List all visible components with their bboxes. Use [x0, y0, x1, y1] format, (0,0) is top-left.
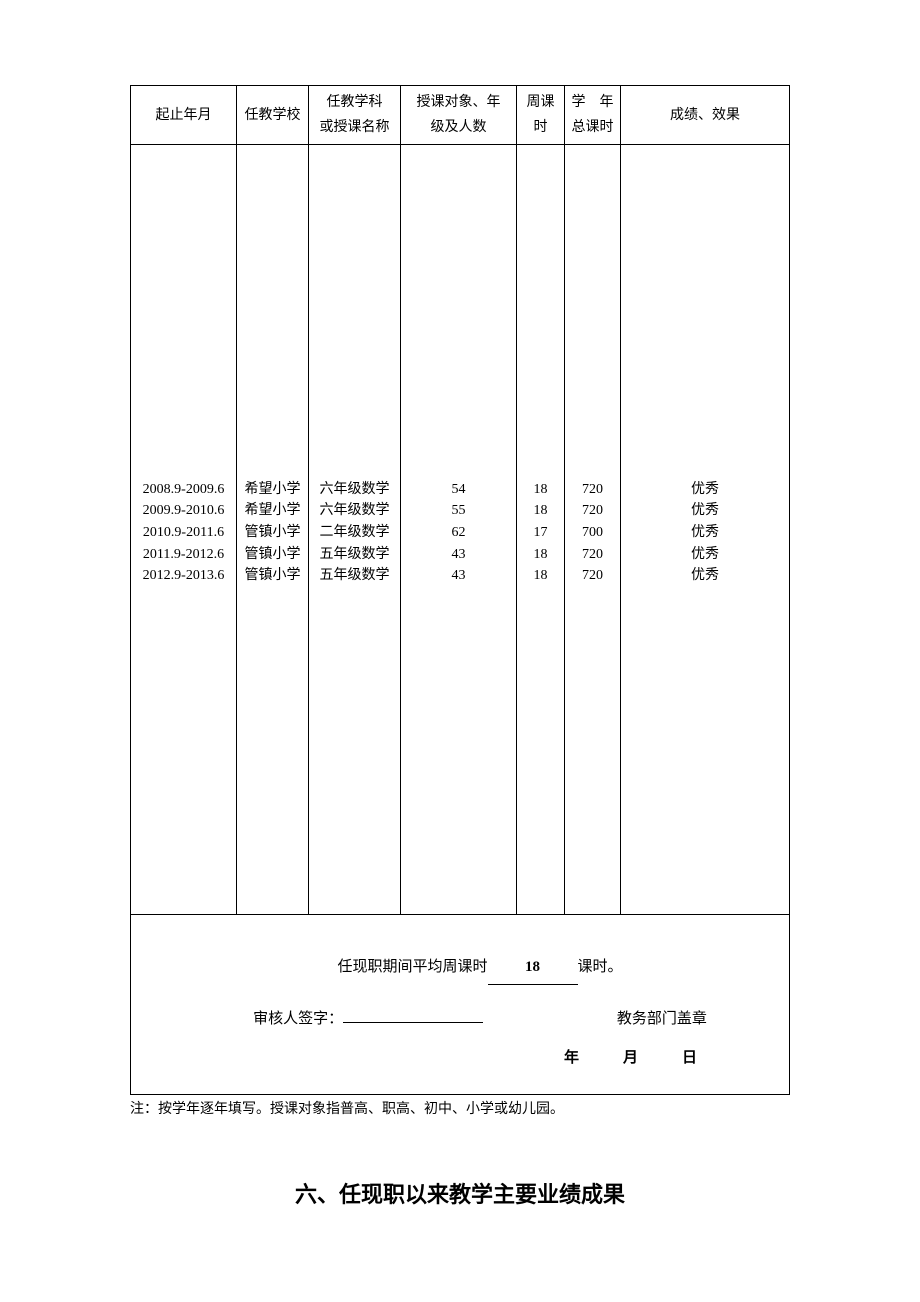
col-header-subject: 任教学科或授课名称 [309, 86, 401, 145]
col-header-target: 授课对象、年级及人数 [401, 86, 517, 145]
cell-value: 720 [567, 565, 618, 587]
data-col-date: 2008.9-2009.6 2009.9-2010.6 2010.9-2011.… [131, 145, 237, 915]
cell-value: 2012.9-2013.6 [133, 565, 234, 587]
data-col-year: 720 720 700 720 720 [565, 145, 621, 915]
data-col-subject: 六年级数学 六年级数学 二年级数学 五年级数学 五年级数学 [309, 145, 401, 915]
cell-value: 720 [567, 544, 618, 566]
cell-value: 17 [519, 522, 562, 544]
col-header-year: 学 年总课时 [565, 86, 621, 145]
cell-value: 二年级数学 [311, 522, 398, 544]
cell-value: 18 [519, 500, 562, 522]
footnote: 注：按学年逐年填写。授课对象指普高、职高、初中、小学或幼儿园。 [130, 1099, 790, 1121]
cell-value: 62 [403, 522, 514, 544]
cell-value: 五年级数学 [311, 565, 398, 587]
date-year-label: 年 [564, 1050, 579, 1066]
cell-value: 54 [403, 479, 514, 501]
data-col-school: 希望小学 希望小学 管镇小学 管镇小学 管镇小学 [237, 145, 309, 915]
section-title: 六、任现职以来教学主要业绩成果 [130, 1177, 790, 1209]
col-header-date: 起止年月 [131, 86, 237, 145]
cell-value: 希望小学 [239, 479, 306, 501]
cell-value: 700 [567, 522, 618, 544]
seal-label: 教务部门盖章 [617, 1011, 707, 1027]
cell-value: 18 [519, 565, 562, 587]
col-header-school: 任教学校 [237, 86, 309, 145]
avg-prefix: 任现职期间平均周课时 [337, 959, 487, 975]
cell-value: 优秀 [623, 544, 787, 566]
cell-value: 18 [519, 479, 562, 501]
col-header-result: 成绩、效果 [621, 86, 790, 145]
avg-hours-line: 任现职期间平均周课时18课时。 [181, 951, 779, 985]
teaching-record-table: 起止年月 任教学校 任教学科或授课名称 授课对象、年级及人数 周课时 学 年总课… [130, 85, 790, 1095]
data-col-result: 优秀 优秀 优秀 优秀 优秀 [621, 145, 790, 915]
cell-value: 管镇小学 [239, 522, 306, 544]
cell-value: 希望小学 [239, 500, 306, 522]
cell-value: 2011.9-2012.6 [133, 544, 234, 566]
cell-value: 六年级数学 [311, 500, 398, 522]
table-header-row: 起止年月 任教学校 任教学科或授课名称 授课对象、年级及人数 周课时 学 年总课… [131, 86, 790, 145]
cell-value: 五年级数学 [311, 544, 398, 566]
reviewer-signature-blank [343, 1022, 483, 1023]
cell-value: 优秀 [623, 522, 787, 544]
cell-value: 2009.9-2010.6 [133, 500, 234, 522]
signature-line: 审核人签字： 教务部门盖章 [181, 1003, 779, 1036]
cell-value: 优秀 [623, 479, 787, 501]
reviewer-label: 审核人签字： [253, 1011, 343, 1027]
cell-value: 43 [403, 544, 514, 566]
cell-value: 六年级数学 [311, 479, 398, 501]
cell-value: 优秀 [623, 500, 787, 522]
cell-value: 720 [567, 479, 618, 501]
cell-value: 55 [403, 500, 514, 522]
date-month-label: 月 [623, 1050, 638, 1066]
cell-value: 2008.9-2009.6 [133, 479, 234, 501]
cell-value: 管镇小学 [239, 544, 306, 566]
avg-value: 18 [488, 951, 578, 985]
date-day-label: 日 [682, 1050, 697, 1066]
footer-cell: 任现职期间平均周课时18课时。 审核人签字： 教务部门盖章 年 月 日 [131, 915, 790, 1095]
cell-value: 优秀 [623, 565, 787, 587]
avg-suffix: 课时。 [578, 959, 623, 975]
col-header-week: 周课时 [517, 86, 565, 145]
cell-value: 2010.9-2011.6 [133, 522, 234, 544]
date-line: 年月日 [181, 1042, 779, 1075]
table-footer-row: 任现职期间平均周课时18课时。 审核人签字： 教务部门盖章 年 月 日 [131, 915, 790, 1095]
data-col-target: 54 55 62 43 43 [401, 145, 517, 915]
cell-value: 720 [567, 500, 618, 522]
cell-value: 43 [403, 565, 514, 587]
cell-value: 18 [519, 544, 562, 566]
table-data-row: 2008.9-2009.6 2009.9-2010.6 2010.9-2011.… [131, 145, 790, 915]
data-col-week: 18 18 17 18 18 [517, 145, 565, 915]
cell-value: 管镇小学 [239, 565, 306, 587]
